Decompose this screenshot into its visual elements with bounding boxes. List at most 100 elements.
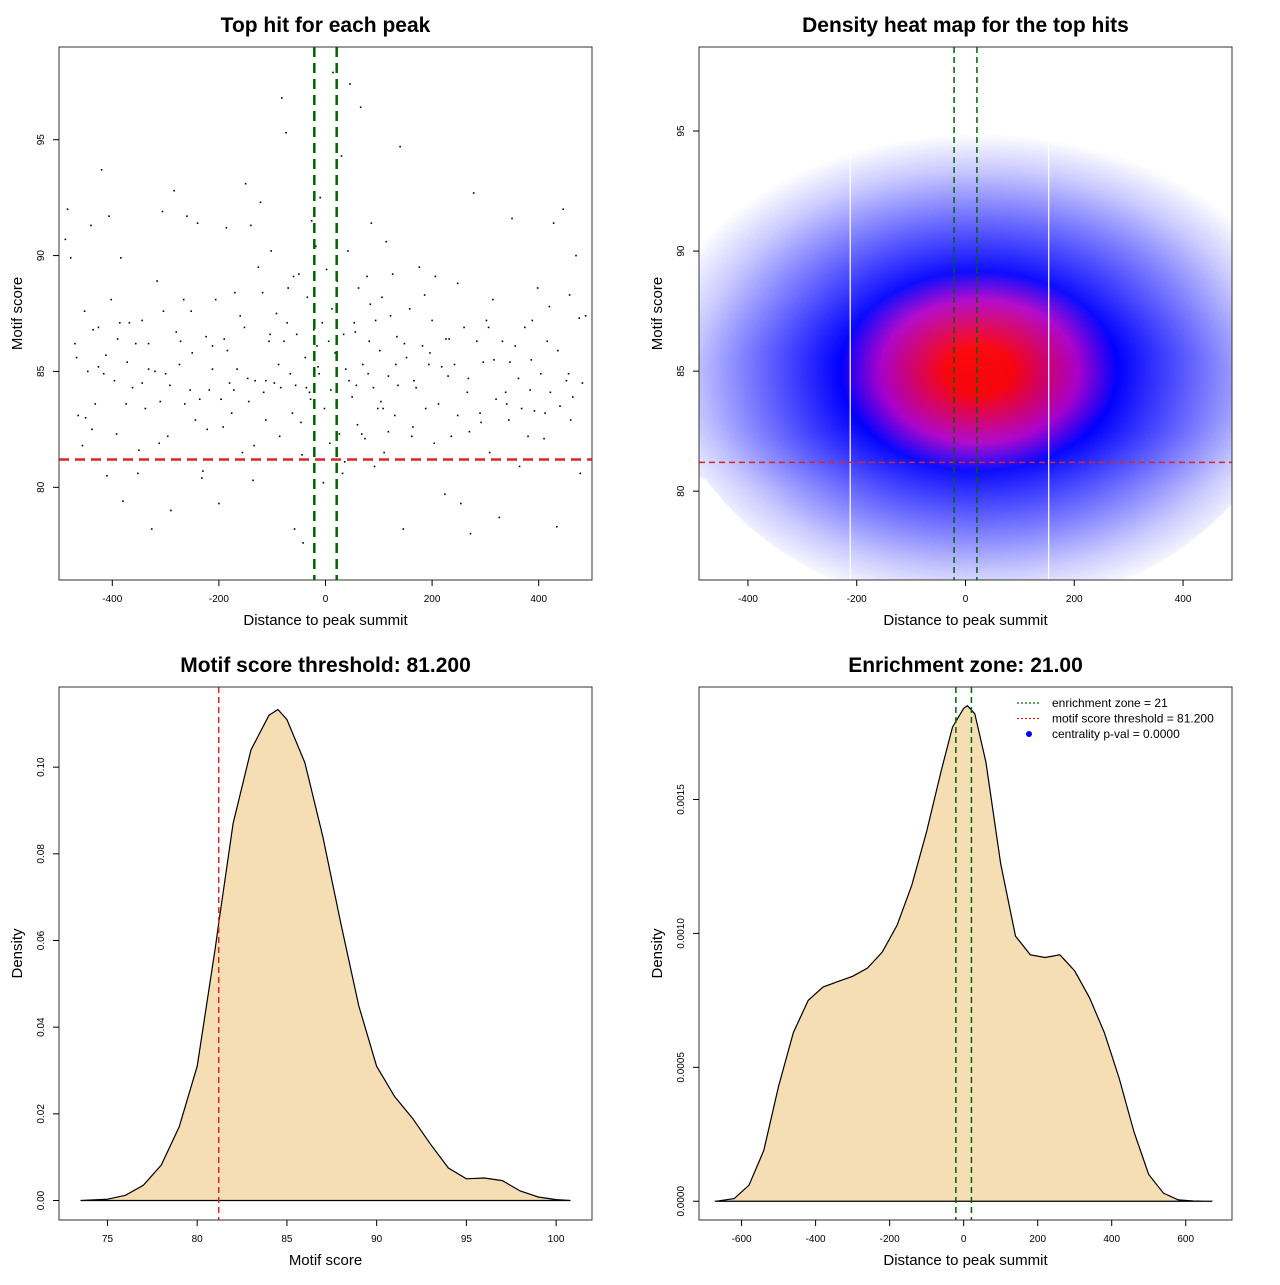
data-point	[403, 342, 406, 345]
data-point	[488, 451, 491, 454]
data-point	[206, 428, 208, 431]
data-point	[86, 370, 89, 373]
data-point	[228, 382, 231, 384]
x-tick-label: -400	[738, 594, 758, 605]
x-tick-label: 600	[1177, 1234, 1194, 1245]
data-point	[355, 384, 358, 387]
data-point	[348, 379, 350, 382]
x-tick-label: 400	[1103, 1234, 1120, 1245]
y-tick-label: 0.0010	[676, 918, 687, 949]
data-point	[186, 215, 188, 217]
x-tick-label: 75	[102, 1234, 114, 1245]
data-point	[336, 280, 339, 282]
scatter-title: Top hit for each peak	[221, 14, 431, 37]
data-point	[418, 266, 421, 268]
data-point	[277, 363, 280, 366]
data-point	[226, 349, 229, 352]
scatter-points	[64, 71, 587, 544]
distance-density-reference-lines	[955, 687, 973, 1220]
data-point	[572, 396, 574, 398]
data-point	[300, 421, 302, 424]
data-point	[252, 479, 254, 482]
data-point	[191, 352, 194, 354]
data-point	[508, 419, 510, 421]
data-point	[158, 442, 161, 445]
data-point	[268, 340, 270, 343]
y-tick-label: 0.0000	[676, 1186, 687, 1217]
score-density-title: Motif score threshold: 81.200	[180, 654, 471, 677]
data-point	[327, 340, 330, 343]
heatmap-core	[699, 47, 1232, 580]
data-point	[584, 315, 587, 317]
data-point	[476, 340, 478, 343]
data-point	[552, 222, 555, 224]
data-point	[198, 398, 201, 401]
x-tick-label: -400	[102, 594, 122, 605]
data-point	[447, 375, 449, 377]
data-point	[241, 451, 244, 454]
data-point	[411, 435, 413, 438]
data-point	[562, 208, 565, 211]
data-point	[498, 516, 501, 519]
x-tick-label: 90	[371, 1234, 383, 1245]
data-point	[453, 363, 456, 366]
y-tick-label: 0.08	[36, 844, 47, 864]
data-point	[261, 291, 264, 294]
data-point	[445, 338, 447, 340]
data-point	[568, 294, 571, 296]
data-point	[273, 382, 276, 384]
data-point	[533, 410, 536, 412]
data-point	[347, 250, 349, 252]
data-point	[287, 287, 289, 289]
data-point	[357, 287, 360, 289]
data-point	[150, 528, 153, 530]
distance-density-panel: -600 -400 -200 0 200 400 600 0.0000 0.0005 0.0010…	[649, 654, 1233, 1269]
data-point	[289, 372, 292, 375]
data-point	[428, 363, 430, 366]
data-point	[415, 386, 417, 389]
data-point	[294, 384, 297, 387]
data-point	[485, 319, 488, 322]
data-point	[505, 403, 508, 405]
data-point	[408, 308, 411, 310]
data-point	[565, 379, 568, 382]
data-point	[131, 386, 134, 389]
data-point	[381, 296, 383, 299]
data-point	[205, 335, 207, 338]
data-point	[222, 426, 224, 428]
data-point	[480, 421, 482, 424]
data-point	[302, 542, 304, 544]
heatmap-reference-lines	[699, 47, 1232, 580]
data-point	[509, 361, 511, 363]
data-point	[405, 356, 408, 359]
data-point	[105, 354, 107, 357]
data-point	[467, 377, 470, 380]
data-point	[134, 342, 137, 345]
data-point	[349, 83, 351, 85]
data-point	[309, 398, 312, 401]
data-point	[234, 291, 236, 294]
data-point	[530, 359, 533, 361]
data-point	[253, 444, 255, 447]
data-point	[178, 363, 181, 366]
data-point	[466, 391, 469, 394]
data-point	[91, 428, 93, 431]
data-point	[250, 224, 252, 227]
y-tick-label: 0.04	[36, 1017, 47, 1037]
x-tick-label: 400	[530, 594, 547, 605]
data-point	[448, 338, 450, 340]
data-point	[482, 361, 485, 363]
data-point	[175, 331, 178, 333]
data-point	[265, 419, 267, 421]
data-point	[254, 379, 256, 382]
data-point	[495, 398, 497, 401]
data-point	[262, 391, 265, 394]
data-point	[546, 340, 549, 343]
data-point	[440, 366, 443, 368]
data-point	[64, 238, 67, 241]
data-point	[265, 379, 267, 382]
data-point	[92, 328, 94, 331]
data-point	[90, 224, 92, 227]
data-point	[511, 217, 513, 220]
